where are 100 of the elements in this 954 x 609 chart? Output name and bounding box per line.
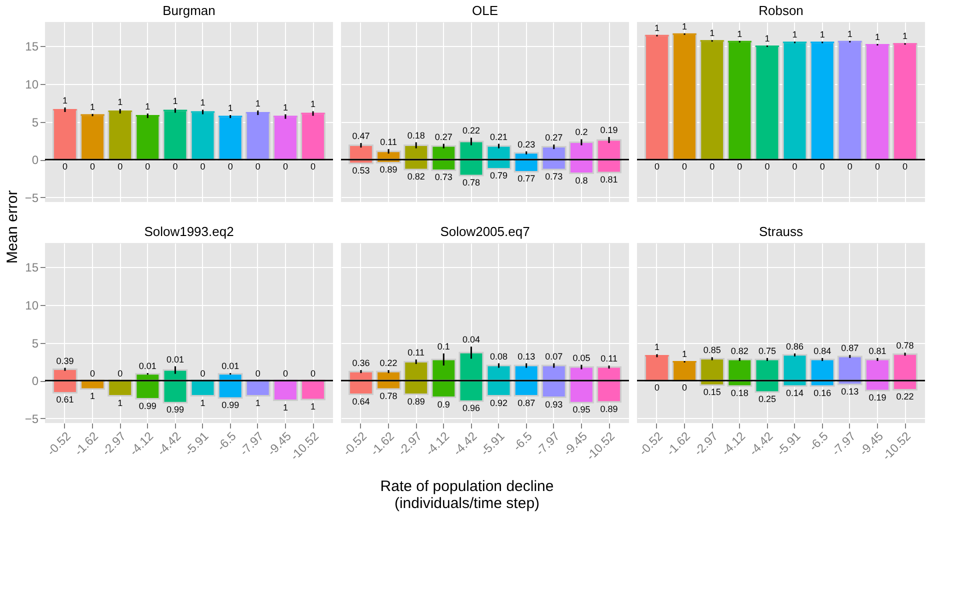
- y-tick-label: 10: [25, 298, 39, 313]
- annotation: 1: [255, 98, 260, 108]
- annotation: 0.07: [545, 351, 563, 362]
- y-tick-label: 10: [25, 78, 39, 92]
- y-tick-label: −5: [24, 412, 39, 426]
- annotation: 0.04: [462, 334, 480, 345]
- annotation: 0.14: [786, 388, 804, 398]
- annotation: 0.95: [572, 404, 590, 415]
- annotation: 0: [255, 162, 260, 172]
- annotation: 0: [847, 162, 852, 172]
- annotation: 0.22: [462, 126, 480, 136]
- annotation: 0: [255, 368, 260, 379]
- annotation: 1: [792, 30, 798, 40]
- annotation: 1: [764, 33, 770, 44]
- annotation: 0.13: [841, 386, 859, 396]
- annotation: 0.9: [437, 399, 450, 410]
- annotation: 1: [255, 398, 260, 408]
- annotation: 1: [228, 103, 233, 114]
- annotation: 0: [310, 368, 316, 379]
- annotation: 0.82: [730, 346, 748, 356]
- annotation: 1: [737, 28, 742, 39]
- annotation: 0.13: [518, 351, 536, 362]
- chart-title: OLE: [472, 3, 498, 18]
- annotation: 0.99: [138, 400, 156, 411]
- annotation: 0: [282, 368, 288, 379]
- annotation: 1: [200, 398, 206, 408]
- annotation: 0: [764, 162, 770, 172]
- annotation: 0.11: [408, 347, 425, 358]
- annotation: 0.2: [575, 127, 588, 138]
- annotation: 0: [682, 162, 688, 172]
- annotation: 0: [282, 162, 288, 172]
- annotation: 0.25: [758, 394, 776, 404]
- annotation: 0.1: [437, 341, 450, 352]
- annotation: 0.18: [730, 388, 748, 398]
- chart-title: Solow1993.eq2: [144, 224, 234, 239]
- annotation: 0.16: [814, 388, 832, 398]
- annotation: 1: [710, 28, 715, 38]
- annotation: 0.27: [434, 132, 452, 142]
- annotation: 0.79: [490, 170, 508, 181]
- annotation: 0: [710, 162, 715, 172]
- annotation: 0: [118, 162, 123, 172]
- annotation: 0: [90, 368, 96, 379]
- y-tick-label: −5: [24, 190, 39, 205]
- annotation: 0.96: [462, 403, 480, 414]
- y-tick-label: 15: [25, 260, 39, 275]
- annotation: 0: [118, 368, 123, 379]
- annotation: 1: [310, 402, 316, 412]
- annotation: 0.11: [600, 354, 618, 364]
- annotation: 0.82: [407, 171, 425, 182]
- annotation: 0.39: [56, 356, 74, 366]
- annotation: 0: [902, 162, 908, 172]
- annotation: 0.11: [380, 137, 397, 148]
- y-tick-label: 15: [25, 40, 39, 54]
- chart-title: Strauss: [758, 224, 804, 239]
- annotation: 0.15: [703, 387, 721, 398]
- chart-title: Burgman: [162, 3, 216, 18]
- annotation: 0.81: [600, 174, 618, 185]
- annotation: 1: [847, 28, 852, 39]
- chart-title: Robson: [758, 3, 804, 18]
- annotation: 0.01: [222, 361, 240, 372]
- annotation: 0.93: [545, 399, 563, 410]
- annotation: 0.61: [56, 394, 74, 405]
- annotation: 0.64: [352, 396, 370, 406]
- annotation: 1: [282, 102, 288, 112]
- annotation: 0.89: [380, 164, 398, 175]
- annotation: 0.27: [545, 132, 563, 143]
- annotation: 0: [62, 162, 68, 172]
- annotation: 0: [737, 162, 742, 172]
- annotation: 1: [310, 99, 316, 110]
- annotation: 0.99: [222, 400, 240, 410]
- annotation: 0.86: [786, 341, 804, 352]
- annotation: 0.78: [380, 390, 398, 401]
- annotation: 0.19: [868, 392, 886, 402]
- annotation: 0: [90, 162, 96, 172]
- annotation: 0.8: [575, 175, 588, 186]
- annotation: 1: [682, 348, 688, 359]
- annotation: 0.99: [166, 404, 184, 415]
- y-tick-label: 5: [32, 336, 39, 350]
- annotation: 0.05: [572, 352, 590, 363]
- annotation: 1: [200, 98, 206, 108]
- annotation: 1: [90, 390, 96, 401]
- annotation: 0.53: [352, 165, 370, 176]
- annotation: 0: [200, 368, 206, 379]
- annotation: 1: [90, 102, 96, 112]
- annotation: 1: [282, 402, 288, 412]
- x-tick-label: -6.5: [214, 428, 240, 454]
- annotation: 0: [682, 382, 688, 393]
- annotation: 1: [654, 342, 660, 352]
- annotation: 0.22: [896, 392, 914, 402]
- annotation: 0.81: [868, 346, 886, 356]
- annotation: 1: [654, 22, 660, 33]
- annotation: 0.18: [407, 130, 425, 140]
- annotation: 0.89: [407, 396, 425, 406]
- annotation: 0: [228, 162, 233, 172]
- annotation: 1: [874, 32, 880, 42]
- annotation: 0: [654, 162, 660, 172]
- annotation: 0: [820, 162, 825, 172]
- annotation: 0.22: [380, 358, 398, 368]
- annotation: 0.73: [545, 171, 563, 182]
- annotation: 0.84: [814, 346, 832, 356]
